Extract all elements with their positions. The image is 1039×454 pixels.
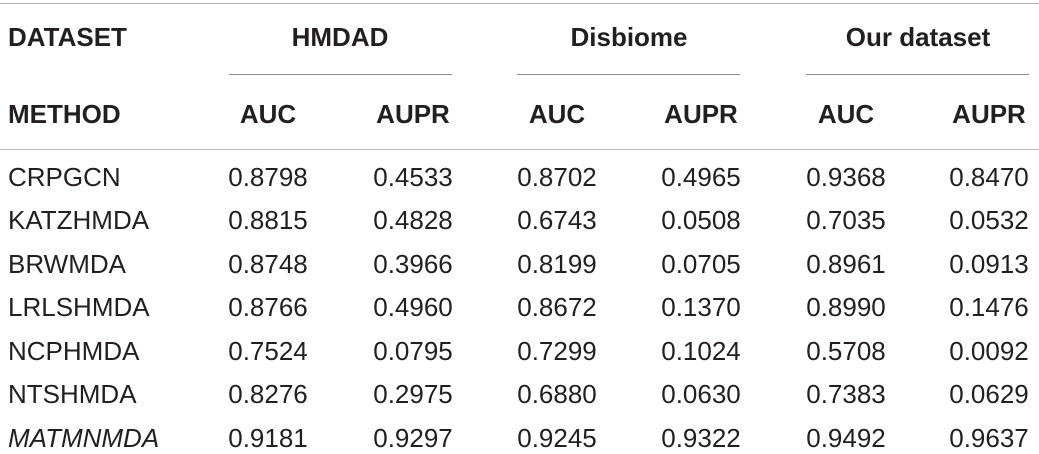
value-cell: 0.8672 xyxy=(517,292,597,322)
value-cell: 0.6743 xyxy=(517,205,597,235)
value-cell: 0.7383 xyxy=(806,379,886,409)
group-disbiome: Disbiome xyxy=(570,22,688,52)
value-cell: 0.8815 xyxy=(228,205,308,235)
value-cell: 0.7299 xyxy=(517,336,597,366)
value-cell: 0.1024 xyxy=(661,336,741,366)
value-cell: 0.9368 xyxy=(806,162,886,192)
value-cell: 0.4533 xyxy=(373,162,453,192)
value-cell: 0.0629 xyxy=(949,379,1029,409)
value-cell: 0.0705 xyxy=(661,249,741,279)
value-cell: 0.8766 xyxy=(228,292,308,322)
value-cell: 0.7035 xyxy=(806,205,886,235)
group-hmdad: HMDAD xyxy=(291,22,389,52)
value-cell: 0.6880 xyxy=(517,379,597,409)
value-cell: 0.8199 xyxy=(517,249,597,279)
value-cell: 0.8990 xyxy=(806,292,886,322)
method-name: MATMNMDA xyxy=(8,423,160,453)
method-name: NTSHMDA xyxy=(8,379,137,409)
value-cell: 0.0092 xyxy=(949,336,1029,366)
value-cell: 0.2975 xyxy=(373,379,453,409)
value-cell: 0.0630 xyxy=(661,379,741,409)
dataset-label: DATASET xyxy=(8,22,127,52)
metric-disbiome-aupr: AUPR xyxy=(664,99,738,129)
metric-disbiome-auc: AUC xyxy=(528,99,586,129)
value-cell: 0.9637 xyxy=(949,423,1029,453)
value-cell: 0.8470 xyxy=(949,162,1029,192)
group-rule-hmdad xyxy=(229,74,452,75)
group-rule-disbiome xyxy=(517,74,740,75)
method-label: METHOD xyxy=(8,99,121,129)
value-cell: 0.9492 xyxy=(806,423,886,453)
group-rule-our-dataset xyxy=(806,74,1029,75)
value-cell: 0.0913 xyxy=(949,249,1029,279)
method-name: CRPGCN xyxy=(8,162,121,192)
value-cell: 0.4965 xyxy=(661,162,741,192)
value-cell: 0.8276 xyxy=(228,379,308,409)
metric-hmdad-auc: AUC xyxy=(239,99,297,129)
value-cell: 0.3966 xyxy=(373,249,453,279)
value-cell: 0.8702 xyxy=(517,162,597,192)
value-cell: 0.9245 xyxy=(517,423,597,453)
method-name: BRWMDA xyxy=(8,249,126,279)
value-cell: 0.8798 xyxy=(228,162,308,192)
metric-our-aupr: AUPR xyxy=(952,99,1026,129)
group-our-dataset: Our dataset xyxy=(845,22,991,52)
value-cell: 0.9322 xyxy=(661,423,741,453)
method-name: NCPHMDA xyxy=(8,336,140,366)
metric-our-auc: AUC xyxy=(817,99,875,129)
value-cell: 0.9297 xyxy=(373,423,453,453)
value-cell: 0.0508 xyxy=(661,205,741,235)
value-cell: 0.8961 xyxy=(806,249,886,279)
value-cell: 0.1370 xyxy=(661,292,741,322)
value-cell: 0.8748 xyxy=(228,249,308,279)
header-bottom-rule xyxy=(0,149,1039,150)
value-cell: 0.1476 xyxy=(949,292,1029,322)
value-cell: 0.0532 xyxy=(949,205,1029,235)
metric-hmdad-aupr: AUPR xyxy=(376,99,450,129)
value-cell: 0.0795 xyxy=(373,336,453,366)
value-cell: 0.4828 xyxy=(373,205,453,235)
value-cell: 0.5708 xyxy=(806,336,886,366)
table-top-rule xyxy=(0,3,1039,4)
value-cell: 0.7524 xyxy=(228,336,308,366)
value-cell: 0.4960 xyxy=(373,292,453,322)
method-name: LRLSHMDA xyxy=(8,292,150,322)
value-cell: 0.9181 xyxy=(228,423,308,453)
method-name: KATZHMDA xyxy=(8,205,150,235)
